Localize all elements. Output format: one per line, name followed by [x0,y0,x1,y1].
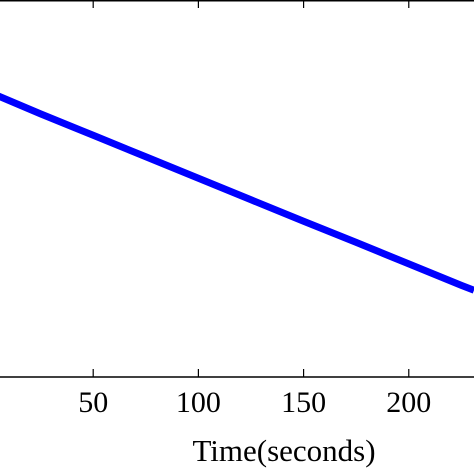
series-line [0,92,474,294]
x-tick-label: 100 [176,386,221,419]
x-tick-label: 200 [386,386,431,419]
x-ticks [92,0,410,377]
x-axis-label: Time(seconds) [192,433,375,468]
series-layer [0,92,474,294]
x-tick-label: 150 [281,386,326,419]
x-tick-label: 50 [78,386,108,419]
plot-frame [0,0,474,378]
x-tick-labels: 50 100 150 200 [78,386,431,419]
